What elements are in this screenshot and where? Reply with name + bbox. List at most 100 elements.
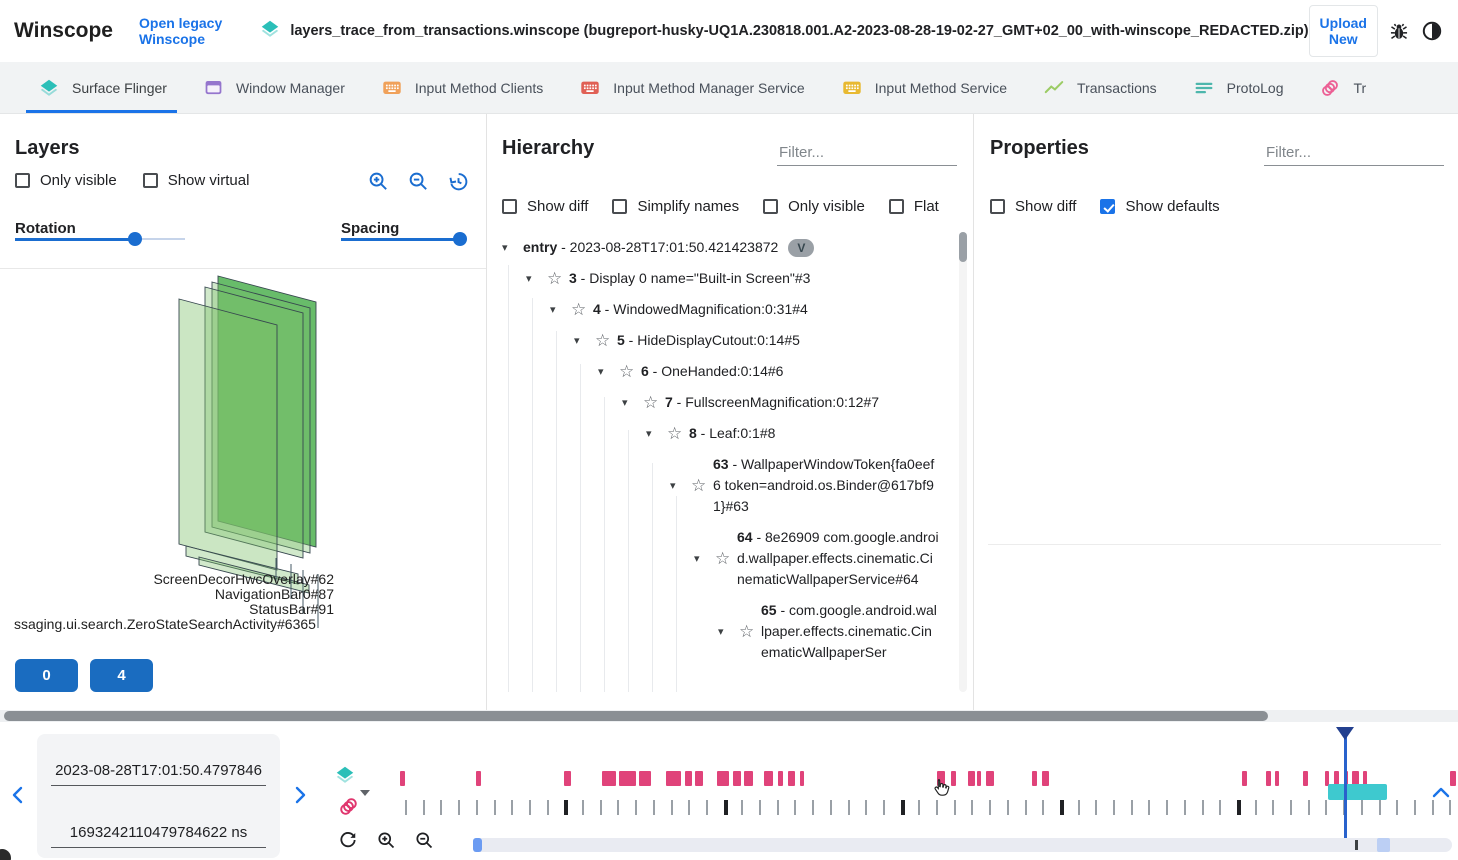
sf-entry-tick bbox=[776, 800, 779, 815]
sf-entry-tick bbox=[1290, 800, 1292, 815]
timeline-zoom-in-icon[interactable] bbox=[376, 830, 397, 856]
refresh-icon[interactable] bbox=[338, 830, 358, 855]
collapse-arrow-icon[interactable]: ▾ bbox=[550, 304, 556, 316]
layer-label: ssaging.ui.search.ZeroStateSearchActivit… bbox=[14, 616, 316, 632]
collapse-arrow-icon[interactable]: ▾ bbox=[622, 397, 628, 409]
tab-transactions[interactable]: Transactions bbox=[1031, 62, 1181, 113]
hierarchy-option-only-visible: Only visible bbox=[763, 198, 865, 215]
report-bug-icon[interactable] bbox=[1388, 20, 1410, 42]
pin-star-icon[interactable]: ☆ bbox=[619, 361, 635, 381]
horizontal-scrollbar-thumb[interactable] bbox=[4, 711, 1268, 721]
rotation-slider-thumb[interactable] bbox=[128, 232, 142, 246]
pin-star-icon[interactable]: ☆ bbox=[595, 330, 611, 350]
pin-star-icon[interactable]: ☆ bbox=[571, 299, 587, 319]
transition-mark bbox=[666, 771, 681, 786]
surfaceflinger-track[interactable] bbox=[400, 800, 1458, 815]
timeline-minimap[interactable] bbox=[473, 838, 1452, 852]
collapse-arrow-icon[interactable]: ▾ bbox=[670, 480, 676, 492]
collapse-arrow-icon[interactable]: ▾ bbox=[718, 626, 724, 638]
transitions-track[interactable] bbox=[400, 771, 1458, 787]
pin-star-icon[interactable]: ☆ bbox=[691, 475, 707, 495]
timestamp-ns-input[interactable] bbox=[51, 824, 266, 848]
zoom-in-icon[interactable] bbox=[367, 170, 390, 198]
reset-view-icon[interactable] bbox=[447, 170, 470, 198]
tree-node-8[interactable]: ▾ ☆ 8 - Leaf:0:1#8 bbox=[486, 418, 973, 449]
tab-input-method-manager-service[interactable]: Input Method Manager Service bbox=[567, 62, 828, 113]
pin-star-icon[interactable]: ☆ bbox=[739, 621, 755, 641]
layer-id-button-4[interactable]: 4 bbox=[90, 659, 153, 692]
transition-mark bbox=[788, 771, 795, 786]
tree-indent-guide bbox=[676, 496, 677, 692]
layer-id-button-0[interactable]: 0 bbox=[15, 659, 78, 692]
timestamp-human-input[interactable] bbox=[51, 762, 266, 786]
tree-node-6[interactable]: ▾ ☆ 6 - OneHanded:0:14#6 bbox=[486, 356, 973, 387]
collapse-arrow-icon[interactable]: ▾ bbox=[598, 366, 604, 378]
sf-entry-tick bbox=[1378, 800, 1381, 815]
pin-star-icon[interactable]: ☆ bbox=[715, 548, 731, 568]
tree-node-63[interactable]: ▾ ☆ 63 - WallpaperWindowToken{fa0eef6 toke… bbox=[486, 449, 973, 522]
tab-input-method-service[interactable]: Input Method Service bbox=[829, 62, 1031, 113]
dark-mode-icon[interactable] bbox=[1420, 19, 1444, 43]
spacing-slider-thumb[interactable] bbox=[453, 232, 467, 246]
properties-show-diff-checkbox[interactable] bbox=[990, 199, 1005, 214]
sf-entry-tick-dark bbox=[723, 800, 728, 815]
hierarchy-panel: Hierarchy Show diff Simplify names Only vi… bbox=[486, 114, 973, 710]
transition-mark bbox=[1242, 771, 1247, 786]
minimap-thumb[interactable] bbox=[473, 838, 482, 852]
tab-tr[interactable]: Tr bbox=[1307, 62, 1390, 113]
sf-entry-tick bbox=[1166, 800, 1169, 815]
transition-mark bbox=[476, 771, 481, 786]
sf-entry-tick bbox=[440, 800, 443, 815]
properties-filter-input[interactable] bbox=[1264, 140, 1444, 166]
checkbox[interactable] bbox=[502, 199, 517, 214]
show-virtual-checkbox[interactable] bbox=[142, 173, 158, 188]
timeline-cursor-head[interactable] bbox=[1336, 727, 1354, 740]
tree-node-7[interactable]: ▾ ☆ 7 - FullscreenMagnification:0:12#7 bbox=[486, 387, 973, 418]
checkbox[interactable] bbox=[612, 199, 628, 214]
collapse-arrow-icon[interactable]: ▾ bbox=[526, 273, 532, 285]
horizontal-scrollbar[interactable] bbox=[0, 710, 1458, 722]
expand-timeline-button[interactable] bbox=[1430, 782, 1452, 809]
tree-node-entry[interactable]: ▾ entry - 2023-08-28T17:01:50.421423872 V bbox=[486, 232, 973, 263]
only-visible-checkbox[interactable] bbox=[15, 173, 30, 188]
spacing-slider[interactable] bbox=[341, 232, 467, 246]
collapse-arrow-icon[interactable]: ▾ bbox=[694, 553, 700, 565]
tree-node-64[interactable]: ▾ ☆ 64 - 8e26909 com.google.android.wallpa… bbox=[486, 522, 973, 595]
tab-window-manager[interactable]: Window Manager bbox=[191, 62, 369, 113]
checkbox[interactable] bbox=[888, 199, 904, 214]
tab-protolog[interactable]: ProtoLog bbox=[1181, 62, 1308, 113]
upload-new-button[interactable]: Upload New bbox=[1308, 5, 1378, 57]
collapse-arrow-icon[interactable]: ▾ bbox=[502, 242, 508, 254]
layers-3d-view[interactable] bbox=[0, 268, 486, 710]
tree-indent-guide bbox=[580, 364, 581, 692]
rotation-slider[interactable] bbox=[15, 232, 185, 246]
collapse-arrow-icon[interactable]: ▾ bbox=[574, 335, 580, 347]
sf-entry-tick bbox=[1360, 800, 1363, 815]
zoom-out-icon[interactable] bbox=[407, 170, 430, 198]
tab-label: Input Method Manager Service bbox=[613, 79, 805, 96]
timeline-cursor[interactable] bbox=[1344, 727, 1347, 848]
sf-entry-tick bbox=[829, 800, 832, 815]
tab-input-method-clients[interactable]: Input Method Clients bbox=[369, 62, 567, 113]
hierarchy-scrollbar[interactable] bbox=[959, 232, 967, 692]
tree-node-3[interactable]: ▾ ☆ 3 - Display 0 name="Built-in Screen"#3 bbox=[486, 263, 973, 294]
track-caret-down-icon[interactable] bbox=[360, 784, 370, 802]
timeline-zoom-out-icon[interactable] bbox=[414, 830, 435, 856]
tab-surface-flinger[interactable]: Surface Flinger bbox=[26, 62, 191, 113]
hierarchy-filter-input[interactable] bbox=[777, 140, 957, 166]
tree-node-5[interactable]: ▾ ☆ 5 - HideDisplayCutout:0:14#5 bbox=[486, 325, 973, 356]
hierarchy-scrollbar-thumb[interactable] bbox=[959, 232, 967, 262]
show-defaults-checkbox[interactable] bbox=[1100, 199, 1116, 214]
tree-node-65[interactable]: ▾ ☆ 65 - com.google.android.wallpaper.effe… bbox=[486, 595, 973, 668]
collapse-arrow-icon[interactable]: ▾ bbox=[646, 428, 652, 440]
sf-entry-tick bbox=[458, 800, 461, 815]
pin-star-icon[interactable]: ☆ bbox=[667, 423, 683, 443]
tree-node-4[interactable]: ▾ ☆ 4 - WindowedMagnification:0:31#4 bbox=[486, 294, 973, 325]
open-legacy-link[interactable]: Open legacy Winscope bbox=[139, 15, 223, 47]
prev-entry-button[interactable] bbox=[8, 784, 30, 811]
pin-star-icon[interactable]: ☆ bbox=[547, 268, 563, 288]
pin-star-icon[interactable]: ☆ bbox=[643, 392, 659, 412]
checkbox[interactable] bbox=[763, 199, 779, 214]
next-entry-button[interactable] bbox=[288, 784, 310, 811]
minimap-tick bbox=[1355, 840, 1358, 850]
